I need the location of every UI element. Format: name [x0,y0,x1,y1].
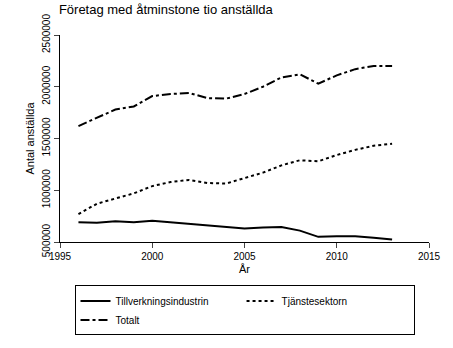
svg-text:År: År [239,263,250,275]
svg-text:2015: 2015 [418,251,441,262]
svg-text:1995: 1995 [49,251,72,262]
svg-text:2010: 2010 [326,251,349,262]
svg-text:Tillverkningsindustrin: Tillverkningsindustrin [116,296,209,307]
svg-text:2000000: 2000000 [41,65,52,104]
svg-text:2500000: 2500000 [41,14,52,53]
svg-text:2005: 2005 [233,251,256,262]
svg-text:Tjänstesektorn: Tjänstesektorn [282,296,348,307]
svg-text:1500000: 1500000 [41,117,52,156]
svg-text:Företag med åtminstone tio ans: Företag med åtminstone tio anställda [59,2,274,17]
svg-text:2000: 2000 [141,251,164,262]
svg-text:1000000: 1000000 [41,169,52,208]
svg-text:500000: 500000 [41,223,52,257]
svg-text:Totalt: Totalt [116,315,140,326]
svg-text:Antal anställda: Antal anställda [24,102,36,175]
